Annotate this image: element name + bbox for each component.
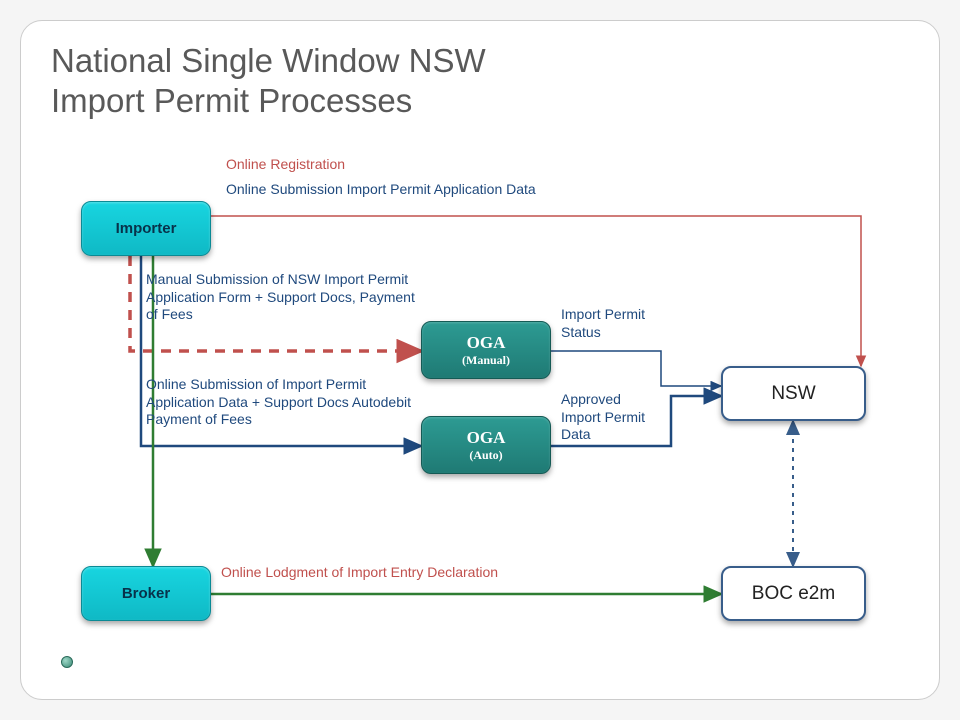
node-oga-manual: OGA (Manual)	[421, 321, 551, 379]
label-lodgment: Online Lodgment of Import Entry Declarat…	[221, 564, 498, 582]
node-importer: Importer	[81, 201, 211, 256]
slide-title: National Single Window NSW Import Permit…	[51, 41, 909, 120]
label-online-submission-auto: Online Submission of Import Permit Appli…	[146, 376, 416, 429]
label-manual-submission: Manual Submission of NSW Import Permit A…	[146, 271, 421, 324]
node-nsw-label: NSW	[771, 383, 815, 405]
oga-auto-sub: (Auto)	[469, 448, 502, 463]
label-approved-permit: Approved Import Permit Data	[561, 391, 656, 444]
label-online-submission-app: Online Submission Import Permit Applicat…	[226, 181, 536, 199]
title-line-1: National Single Window NSW	[51, 42, 486, 79]
oga-manual-sub: (Manual)	[462, 353, 510, 368]
node-broker-label: Broker	[122, 585, 170, 602]
oga-manual-main: OGA	[467, 333, 506, 353]
label-import-permit-status: Import Permit Status	[561, 306, 661, 341]
node-broker: Broker	[81, 566, 211, 621]
node-nsw: NSW	[721, 366, 866, 421]
node-boc-label: BOC e2m	[752, 583, 835, 605]
node-oga-auto: OGA (Auto)	[421, 416, 551, 474]
oga-auto-main: OGA	[467, 428, 506, 448]
label-online-registration: Online Registration	[226, 156, 345, 174]
slide-frame: National Single Window NSW Import Permit…	[20, 20, 940, 700]
title-line-2: Import Permit Processes	[51, 82, 412, 119]
node-importer-label: Importer	[116, 220, 177, 237]
node-boc: BOC e2m	[721, 566, 866, 621]
edge-oga-manual-to-nsw	[551, 351, 721, 386]
bullet-icon	[61, 656, 73, 668]
